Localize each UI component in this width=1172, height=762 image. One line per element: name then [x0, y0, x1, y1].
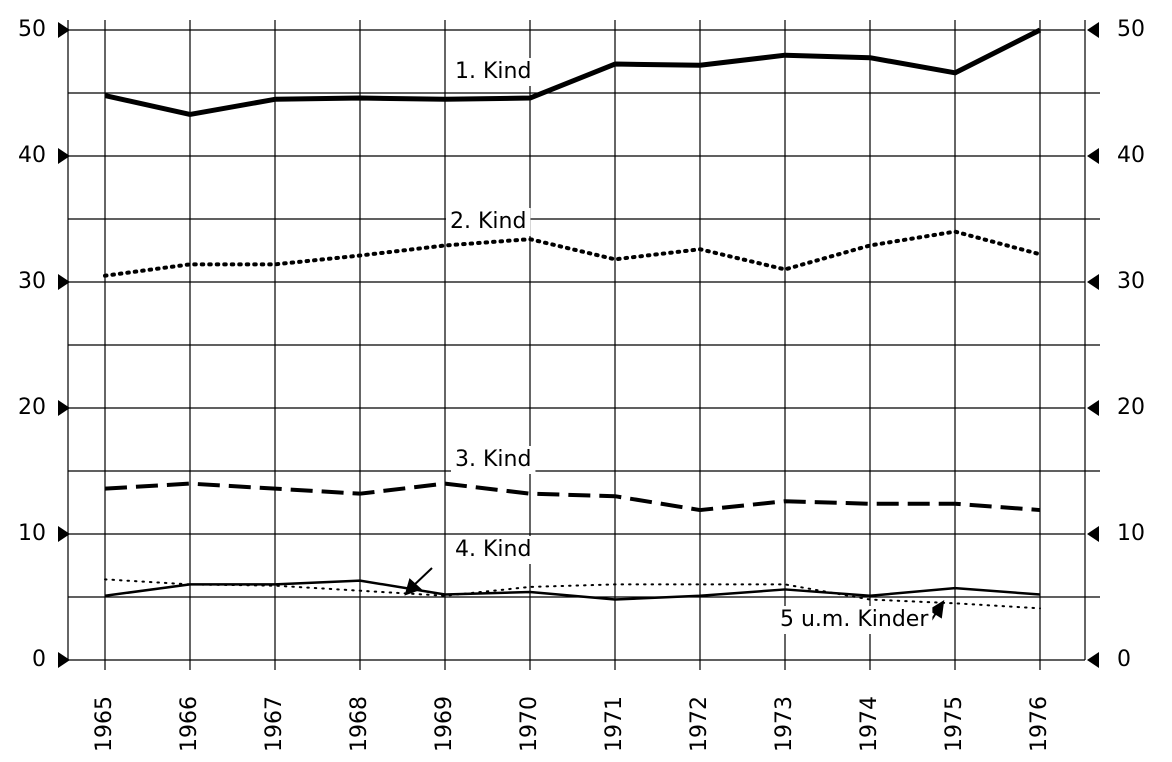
series-label: 5 u.m. Kinder — [780, 607, 929, 632]
label-bg — [451, 536, 536, 564]
y-tick-mark — [58, 148, 70, 164]
series-line — [104, 27, 1042, 117]
y2-tick-label: 30 — [1117, 269, 1145, 294]
x-tick-label: 1968 — [347, 696, 372, 752]
x-tick-label: 1969 — [432, 696, 457, 752]
x-tick-label: 1976 — [1027, 696, 1052, 752]
arrow-head — [404, 578, 422, 596]
x-tick-label: 1965 — [92, 696, 117, 752]
x-tick-label: 1972 — [687, 696, 712, 752]
y-tick-mark — [58, 274, 70, 290]
y-tick-mark — [58, 652, 70, 668]
y2-tick-mark — [1087, 274, 1099, 290]
series-line — [104, 578, 1041, 610]
series-line — [103, 229, 1042, 278]
y2-tick-mark — [1087, 22, 1099, 38]
series-line — [104, 481, 1041, 513]
y-tick-mark — [58, 526, 70, 542]
x-tick-label: 1970 — [517, 696, 542, 752]
series-label: 1. Kind — [455, 59, 531, 84]
series-label: 4. Kind — [455, 537, 531, 562]
y-tick-mark — [58, 400, 70, 416]
y2-tick-label: 0 — [1117, 647, 1131, 672]
label-bg — [446, 208, 531, 236]
x-tick-label: 1975 — [942, 696, 967, 752]
y2-tick-label: 50 — [1117, 17, 1145, 42]
y2-tick-mark — [1087, 652, 1099, 668]
series-label: 3. Kind — [455, 447, 531, 472]
y2-tick-label: 40 — [1117, 143, 1145, 168]
y-tick-label: 30 — [18, 269, 46, 294]
x-tick-label: 1974 — [857, 696, 882, 752]
y2-tick-mark — [1087, 148, 1099, 164]
x-tick-label: 1973 — [772, 696, 797, 752]
series-line — [104, 579, 1041, 601]
y-tick-label: 20 — [18, 395, 46, 420]
label-bg — [451, 446, 536, 474]
x-tick-label: 1966 — [177, 696, 202, 752]
x-tick-label: 1967 — [262, 696, 287, 752]
y-tick-mark — [58, 22, 70, 38]
y2-tick-mark — [1087, 400, 1099, 416]
label-bg — [451, 58, 536, 86]
y-tick-label: 10 — [18, 521, 46, 546]
arrow-head — [928, 600, 945, 619]
y-tick-label: 0 — [32, 647, 46, 672]
y2-tick-label: 10 — [1117, 521, 1145, 546]
y-tick-label: 50 — [18, 17, 46, 42]
y-tick-label: 40 — [18, 143, 46, 168]
label-bg — [776, 606, 933, 634]
x-tick-label: 1971 — [602, 696, 627, 752]
y2-tick-label: 20 — [1117, 395, 1145, 420]
y2-tick-mark — [1087, 526, 1099, 542]
series-label: 2. Kind — [450, 209, 526, 234]
